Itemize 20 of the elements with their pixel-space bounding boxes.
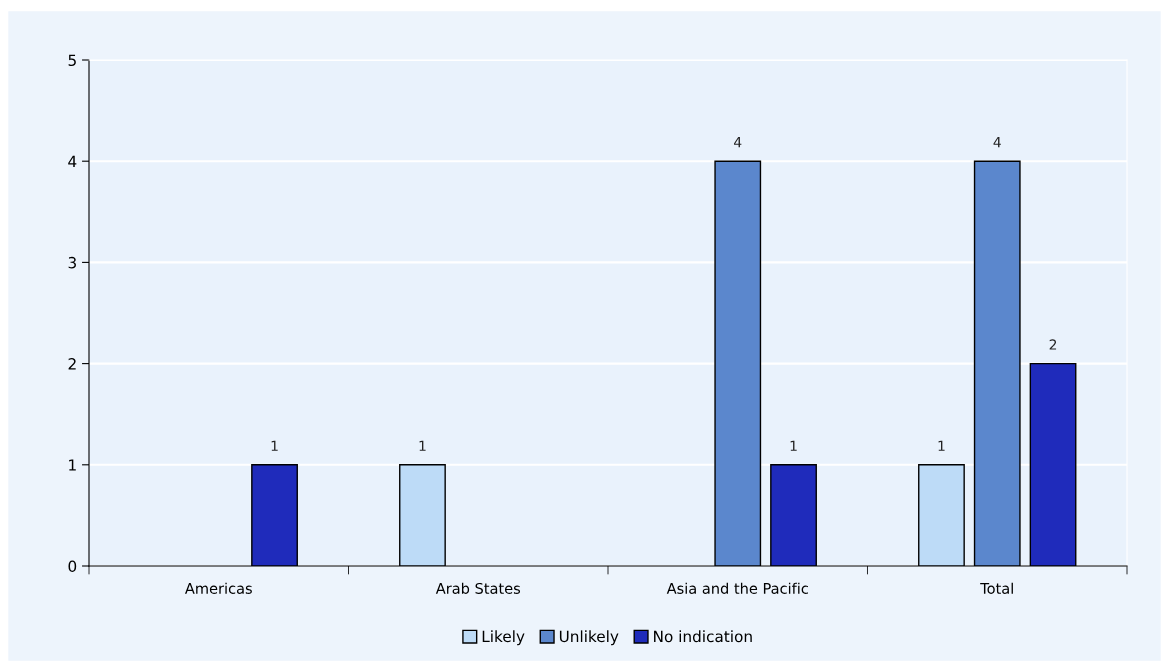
legend-label: No indication bbox=[654, 630, 752, 643]
data-label: 1 bbox=[938, 440, 945, 451]
x-tick-label: Americas bbox=[184, 582, 252, 594]
data-label: 2 bbox=[1049, 339, 1057, 350]
data-label: 1 bbox=[271, 440, 278, 451]
legend-label: Likely bbox=[482, 630, 525, 646]
y-tick-label: 2 bbox=[68, 358, 76, 370]
y-tick-label: 0 bbox=[68, 560, 77, 573]
y-tick-label: 1 bbox=[69, 459, 76, 471]
data-label: 4 bbox=[993, 137, 1001, 148]
x-tick-label: Asia and the Pacific bbox=[666, 582, 808, 594]
x-tick-label: Total bbox=[980, 582, 1013, 594]
data-label: 1 bbox=[419, 440, 426, 451]
y-tick-label: 3 bbox=[68, 256, 76, 269]
legend-label: Unlikely bbox=[559, 630, 619, 646]
data-label: 4 bbox=[734, 137, 742, 148]
x-tick-label: Arab States bbox=[435, 582, 521, 594]
data-label: 1 bbox=[790, 440, 797, 451]
y-tick-label: 4 bbox=[68, 155, 77, 167]
y-tick-label: 5 bbox=[68, 54, 76, 67]
